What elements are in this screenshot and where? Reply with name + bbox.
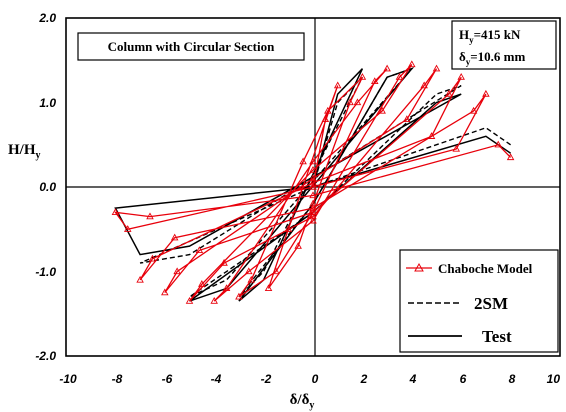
y-tick-label: 1.0 bbox=[39, 96, 56, 110]
series-line-chaboche-model bbox=[113, 64, 512, 302]
chaboche-point bbox=[309, 182, 317, 190]
chaboche-point bbox=[321, 115, 330, 123]
x-tick-label: 4 bbox=[409, 372, 417, 386]
chaboche-point bbox=[408, 60, 416, 68]
chaboche-point bbox=[148, 254, 157, 262]
chaboche-point bbox=[383, 64, 391, 72]
chaboche-point bbox=[309, 216, 317, 224]
chaboche-point bbox=[284, 225, 293, 232]
chaboche-point bbox=[220, 258, 228, 266]
chaboche-point bbox=[309, 208, 317, 216]
chart-title: Column with Circular Section bbox=[108, 39, 275, 54]
chaboche-point bbox=[245, 267, 253, 275]
chaboche-point bbox=[506, 153, 515, 161]
chaboche-point bbox=[395, 73, 404, 80]
chaboche-point bbox=[210, 296, 218, 304]
chaboche-point bbox=[403, 115, 411, 123]
x-tick-label: 10 bbox=[547, 372, 561, 386]
chaboche-point bbox=[309, 165, 317, 173]
chaboche-point bbox=[309, 174, 317, 182]
chaboche-point bbox=[309, 212, 317, 220]
chaboche-point bbox=[309, 157, 317, 165]
chaboche-point bbox=[235, 292, 243, 300]
legend-chaboche-label: Chaboche Model bbox=[438, 261, 533, 276]
x-tick-label: -8 bbox=[112, 372, 123, 386]
chaboche-point bbox=[247, 275, 256, 283]
y-axis-label: H/Hy bbox=[8, 142, 41, 161]
parameters-box bbox=[451, 20, 557, 70]
chaboche-point bbox=[185, 296, 194, 304]
chaboche-point bbox=[370, 77, 379, 85]
y-tick-label: -2.0 bbox=[35, 349, 56, 363]
legend: Chaboche Model 2SM Test bbox=[399, 249, 559, 353]
legend-triangle-marker bbox=[414, 262, 424, 272]
x-tick-label: 0 bbox=[312, 372, 319, 386]
legend-2sm-label: 2SM bbox=[474, 294, 508, 313]
chaboche-point bbox=[161, 288, 169, 296]
chaboche-point bbox=[309, 191, 317, 199]
chaboche-point bbox=[445, 89, 453, 97]
title-box bbox=[77, 32, 305, 61]
chaboche-point bbox=[136, 275, 144, 283]
x-tick-label: -4 bbox=[211, 372, 222, 386]
chaboche-point bbox=[482, 89, 490, 97]
chaboche-point bbox=[452, 144, 461, 152]
dy-param: δy=10.6 mm bbox=[459, 49, 525, 67]
chaboche-point bbox=[333, 81, 342, 89]
chaboche-point bbox=[324, 106, 332, 114]
x-tick-label: 2 bbox=[360, 372, 368, 386]
legend-test-label: Test bbox=[482, 327, 512, 346]
chaboche-point bbox=[264, 284, 273, 292]
chaboche-point bbox=[457, 73, 465, 80]
x-tick-label: 6 bbox=[460, 372, 467, 386]
chaboche-point bbox=[494, 140, 503, 148]
series-layer bbox=[111, 60, 515, 304]
chaboche-point bbox=[427, 132, 436, 139]
hy-param: Hy=415 kN bbox=[459, 27, 521, 45]
chaboche-point bbox=[469, 106, 478, 114]
chaboche-point bbox=[173, 267, 181, 275]
chaboche-point bbox=[309, 199, 317, 207]
chaboche-point bbox=[222, 284, 231, 292]
chaboche-point bbox=[146, 212, 154, 220]
chaboche-point bbox=[353, 98, 362, 106]
x-tick-label: 8 bbox=[509, 372, 516, 386]
x-tick-label: -2 bbox=[261, 372, 272, 386]
x-tick-labels: -10 -8 -6 -4 -2 0 2 4 6 8 10 bbox=[59, 372, 560, 386]
x-axis-label: δ/δy bbox=[290, 392, 315, 411]
chaboche-point bbox=[123, 225, 132, 232]
y-tick-label: 2.0 bbox=[38, 11, 56, 25]
chaboche-point bbox=[111, 208, 120, 216]
y-tick-labels: 2.0 1.0 0.0 -1.0 -2.0 bbox=[35, 11, 56, 363]
chaboche-point bbox=[309, 203, 317, 211]
y-tick-label: 0.0 bbox=[39, 180, 56, 194]
chaboche-point bbox=[294, 242, 302, 249]
chaboche-point bbox=[272, 267, 280, 275]
chaboche-point bbox=[346, 98, 354, 106]
chaboche-point bbox=[432, 64, 441, 72]
chaboche-point bbox=[170, 233, 179, 241]
chaboche-point bbox=[299, 157, 307, 165]
chaboche-point bbox=[378, 106, 386, 114]
legend-box bbox=[399, 249, 559, 353]
chaboche-point bbox=[420, 81, 428, 89]
x-tick-label: -10 bbox=[59, 372, 77, 386]
chaboche-point bbox=[309, 178, 317, 186]
chaboche-point bbox=[198, 280, 206, 287]
y-tick-label: -1.0 bbox=[35, 265, 56, 279]
chaboche-point bbox=[195, 246, 204, 254]
chaboche-point bbox=[358, 73, 367, 80]
x-tick-label: -6 bbox=[162, 372, 173, 386]
